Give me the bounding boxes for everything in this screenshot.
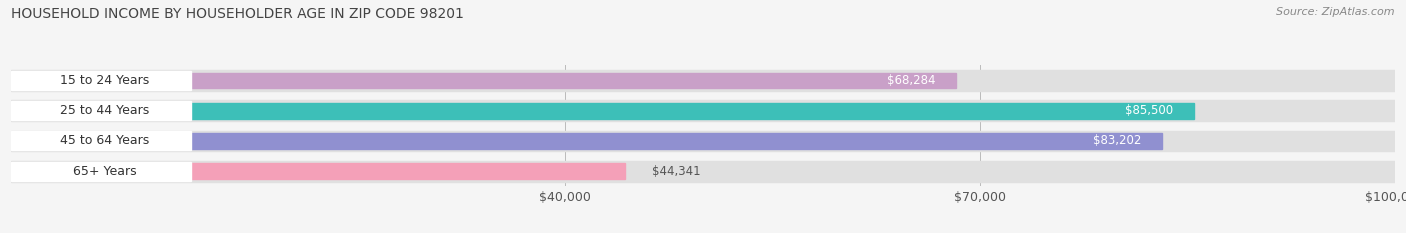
Bar: [11, 133, 1163, 149]
Text: Source: ZipAtlas.com: Source: ZipAtlas.com: [1277, 7, 1395, 17]
Text: $44,341: $44,341: [652, 165, 702, 178]
Bar: [11, 101, 191, 120]
Bar: [11, 131, 1395, 151]
Bar: [11, 70, 1395, 91]
Text: 15 to 24 Years: 15 to 24 Years: [60, 74, 149, 87]
Bar: [11, 72, 956, 88]
Bar: [11, 162, 191, 181]
Text: 25 to 44 Years: 25 to 44 Years: [60, 104, 149, 117]
Text: 65+ Years: 65+ Years: [73, 165, 136, 178]
Text: $83,202: $83,202: [1094, 134, 1142, 147]
Bar: [11, 161, 1395, 182]
Bar: [11, 71, 191, 90]
Text: 45 to 64 Years: 45 to 64 Years: [60, 134, 149, 147]
Bar: [11, 131, 191, 151]
Bar: [11, 163, 624, 179]
Text: $68,284: $68,284: [887, 74, 935, 87]
Bar: [11, 103, 1194, 119]
Bar: [11, 100, 1395, 121]
Text: $85,500: $85,500: [1125, 104, 1174, 117]
Text: HOUSEHOLD INCOME BY HOUSEHOLDER AGE IN ZIP CODE 98201: HOUSEHOLD INCOME BY HOUSEHOLDER AGE IN Z…: [11, 7, 464, 21]
